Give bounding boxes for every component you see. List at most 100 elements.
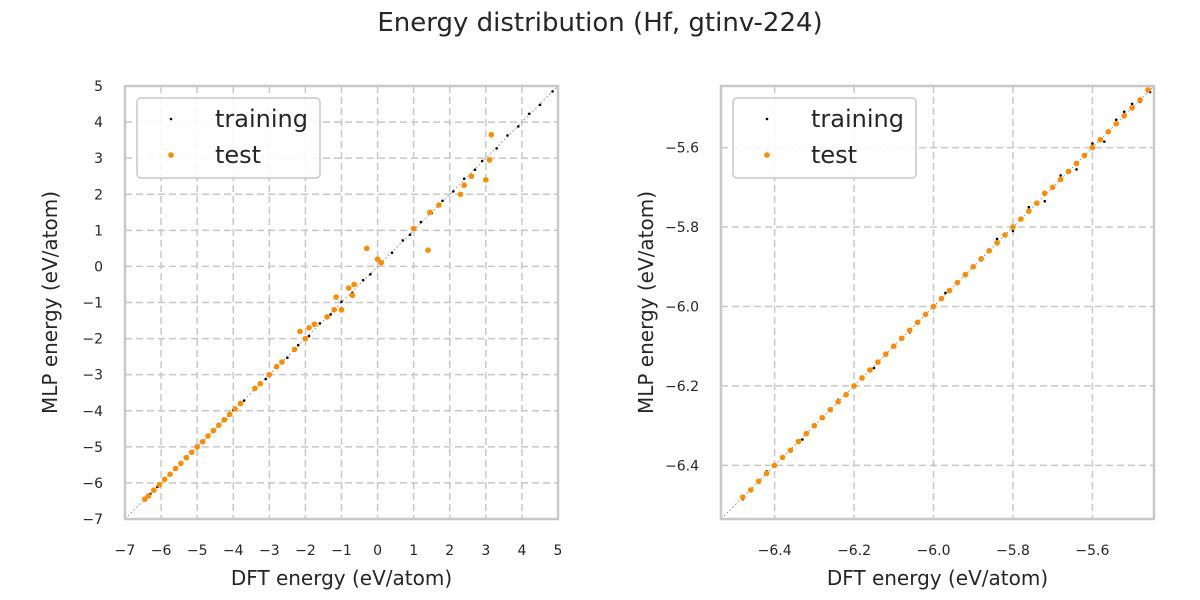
x-tick-label: −3 <box>259 543 280 559</box>
test-point <box>763 470 770 477</box>
test-point <box>811 422 818 429</box>
x-tick-label: −6.4 <box>758 543 792 559</box>
y-axis-label: MLP energy (eV/atom) <box>634 191 658 414</box>
test-point <box>363 245 370 252</box>
y-tick-label: −7 <box>82 512 103 528</box>
test-point <box>172 465 179 472</box>
test-point <box>302 335 309 342</box>
y-tick-label: −3 <box>82 368 103 384</box>
axes-frame <box>719 84 1156 521</box>
test-point <box>205 433 211 439</box>
training-point <box>462 177 466 181</box>
test-point <box>803 430 810 437</box>
legend: training test <box>732 97 917 179</box>
y-tick-label: 1 <box>94 223 103 239</box>
legend-label-test: test <box>215 141 261 169</box>
x-tick-label: −6.2 <box>837 543 871 559</box>
test-point <box>875 359 881 365</box>
test-point <box>827 406 834 413</box>
training-point <box>242 399 246 402</box>
x-tick-label: 1 <box>409 543 418 559</box>
y-tick-label: −1 <box>82 296 103 312</box>
test-point <box>954 279 961 286</box>
training-point <box>538 103 542 107</box>
test-point <box>771 462 778 469</box>
test-point <box>1073 160 1080 167</box>
test-point <box>1137 97 1143 103</box>
test-point <box>843 391 849 398</box>
x-tick-label: −7 <box>115 543 136 559</box>
training-point <box>296 343 300 347</box>
test-point <box>1105 128 1112 135</box>
y-axis-label: MLP energy (eV/atom) <box>38 191 62 414</box>
test-point <box>349 292 356 299</box>
training-point <box>944 291 947 295</box>
test-point <box>1041 190 1048 197</box>
test-point <box>1026 208 1032 214</box>
test-point <box>488 131 495 138</box>
test-point <box>851 383 857 389</box>
test-point <box>1057 176 1064 183</box>
test-point <box>266 371 273 378</box>
test-point <box>883 351 889 357</box>
chart-panel-1: −7 −6 −5 −4 −3 −2 −1 0 1 2 3 4 5 −7 −6 −5 −4 −3 −2 −1 0 1 2 3 4 5… <box>38 79 562 590</box>
training-point <box>1103 140 1106 143</box>
y-tick-label: −5.8 <box>665 220 699 236</box>
legend-box <box>732 97 917 179</box>
x-tick-label: −2 <box>295 543 316 559</box>
test-point <box>994 240 1000 246</box>
training-point <box>318 322 322 325</box>
legend-label-training: training <box>215 105 308 133</box>
test-point <box>461 182 467 189</box>
test-point <box>898 335 905 342</box>
figure-title: Energy distribution (Hf, gtinv-224) <box>377 8 823 38</box>
test-point <box>962 271 969 278</box>
test-point <box>161 476 168 483</box>
test-point <box>436 202 442 208</box>
legend-label-test: test <box>811 141 857 169</box>
test-point <box>183 454 190 461</box>
training-point <box>872 366 876 370</box>
training-point <box>452 190 455 193</box>
test-point <box>1089 144 1096 151</box>
y-tick-label: 4 <box>94 115 103 131</box>
x-tick-label: 4 <box>517 543 526 559</box>
test-point <box>297 328 303 335</box>
test-point <box>279 359 285 365</box>
test-point <box>1018 216 1024 222</box>
y-tick-label: −2 <box>82 332 103 348</box>
test-point <box>1145 87 1151 93</box>
series-test <box>142 131 495 502</box>
test-point <box>410 225 417 232</box>
test-point <box>311 321 318 327</box>
training-point <box>995 237 999 241</box>
training-point <box>480 159 484 163</box>
test-point <box>938 295 945 302</box>
test-point <box>740 494 746 500</box>
series-test <box>740 87 1151 500</box>
y-tick-label: −6.2 <box>665 379 699 395</box>
test-point <box>914 319 921 326</box>
test-point <box>145 493 152 499</box>
training-point <box>1027 205 1031 209</box>
test-point <box>986 248 992 254</box>
test-point <box>237 400 244 407</box>
training-point <box>264 377 268 381</box>
test-point <box>755 478 762 485</box>
test-point <box>922 311 929 318</box>
training-point <box>1114 118 1118 122</box>
test-point <box>226 411 233 418</box>
test-point <box>425 247 431 253</box>
x-tick-label: 5 <box>554 543 563 559</box>
test-point <box>273 363 280 370</box>
test-point <box>151 487 157 493</box>
x-tick-label: −4 <box>223 543 244 559</box>
training-point <box>286 356 289 360</box>
test-point <box>427 209 433 216</box>
x-axis-label: DFT energy (eV/atom) <box>827 566 1048 590</box>
test-point <box>1034 200 1040 206</box>
y-tick-label: −5 <box>82 440 103 456</box>
training-point <box>369 273 372 276</box>
test-point <box>199 438 206 445</box>
